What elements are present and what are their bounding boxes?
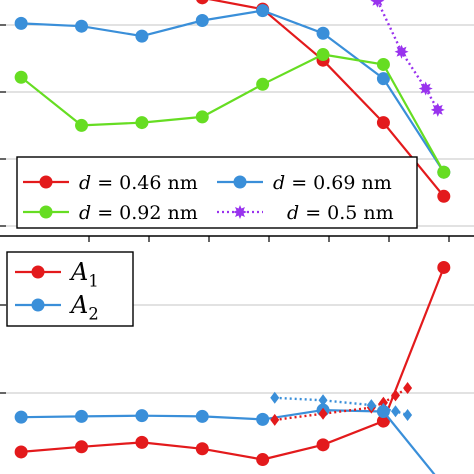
legend-label: d = 0.69 nm <box>273 172 392 194</box>
data-point <box>316 438 330 452</box>
legend-label: A2 <box>69 291 99 324</box>
data-point <box>75 118 89 132</box>
data-point <box>135 409 149 423</box>
data-point <box>14 70 28 84</box>
series-line <box>21 9 445 173</box>
legend-swatch-marker <box>31 265 45 279</box>
legend-box <box>16 156 418 229</box>
data-point <box>378 402 388 415</box>
legend-item: d = 0.46 nm <box>23 172 198 194</box>
data-point <box>196 0 209 5</box>
data-point <box>195 14 209 28</box>
legend-swatch-marker <box>39 205 53 219</box>
data-point <box>437 260 451 274</box>
data-point <box>14 16 28 30</box>
data-point <box>376 116 390 130</box>
data-point <box>403 408 413 421</box>
data-point <box>256 412 270 426</box>
legend-item: A1 <box>15 258 99 291</box>
legend-item: d = 0.5 nm <box>217 202 394 224</box>
data-point <box>256 453 270 467</box>
data-point <box>75 440 89 454</box>
data-point <box>135 435 149 449</box>
data-point <box>195 442 209 456</box>
series-line <box>21 409 436 474</box>
series-a2 <box>14 403 436 474</box>
data-point <box>195 110 209 124</box>
data-point <box>270 413 280 426</box>
data-point <box>403 382 413 394</box>
data-point <box>378 396 388 409</box>
series-line <box>274 396 408 417</box>
data-point <box>437 189 451 203</box>
data-point <box>418 81 433 96</box>
legend-label: d = 0.92 nm <box>79 202 198 224</box>
data-point <box>366 399 376 412</box>
data-point <box>376 414 390 428</box>
legend-swatch-marker <box>233 205 247 219</box>
data-point <box>14 445 28 459</box>
data-point <box>430 102 445 117</box>
legend-swatch-marker <box>39 175 53 189</box>
series-line <box>20 53 445 173</box>
data-point <box>316 48 330 62</box>
data-point <box>75 19 89 33</box>
series-d-0-69-nm <box>14 4 451 179</box>
data-point <box>391 405 401 418</box>
legend-label: A1 <box>69 258 99 291</box>
legend-item: d = 0.69 nm <box>217 172 392 194</box>
data-point <box>391 389 401 402</box>
legend: d = 0.46 nm d = 0.69 nm d = 0.92 nm d = 0.5… <box>16 156 418 229</box>
data-point <box>316 26 330 40</box>
legend-swatch-marker <box>31 298 45 312</box>
data-point <box>270 391 280 404</box>
data-point <box>195 409 209 423</box>
series-series <box>270 391 413 421</box>
data-point <box>318 394 328 407</box>
data-point <box>14 410 28 424</box>
data-point <box>135 29 149 43</box>
data-point <box>318 407 328 420</box>
data-point <box>437 165 451 179</box>
legend-box <box>6 251 134 327</box>
legend-label: d = 0.46 nm <box>79 172 198 194</box>
data-point <box>135 116 149 130</box>
data-point <box>256 77 270 91</box>
series-line <box>376 0 439 111</box>
series-a1 <box>14 260 451 467</box>
top-panel: d = 0.46 nm d = 0.69 nm d = 0.92 nm d = 0.5… <box>0 0 474 242</box>
series-line <box>21 267 445 461</box>
series-d-0-5-nm <box>370 0 445 117</box>
data-point <box>376 72 390 86</box>
data-point <box>256 4 270 18</box>
legend-item: d = 0.92 nm <box>23 202 198 224</box>
legend-label: d = 0.5 nm <box>287 202 394 224</box>
legend-item: A2 <box>15 291 99 324</box>
data-point <box>376 57 390 71</box>
data-point <box>370 0 385 8</box>
series-series <box>270 382 413 426</box>
series-d-0-92-nm <box>14 48 451 179</box>
data-point <box>75 409 89 423</box>
data-point <box>394 44 409 59</box>
legend-swatch-marker <box>233 175 247 189</box>
